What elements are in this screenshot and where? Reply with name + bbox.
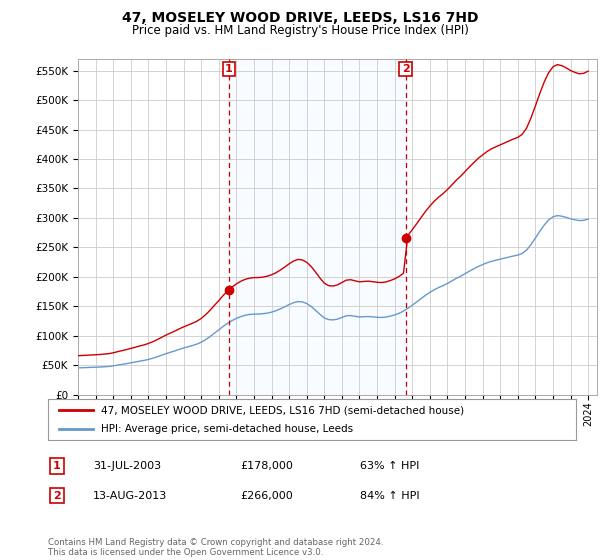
Text: 31-JUL-2003: 31-JUL-2003 xyxy=(93,461,161,471)
Text: £266,000: £266,000 xyxy=(240,491,293,501)
Text: 2: 2 xyxy=(53,491,61,501)
Text: 47, MOSELEY WOOD DRIVE, LEEDS, LS16 7HD (semi-detached house): 47, MOSELEY WOOD DRIVE, LEEDS, LS16 7HD … xyxy=(101,405,464,415)
Text: 63% ↑ HPI: 63% ↑ HPI xyxy=(360,461,419,471)
Text: 84% ↑ HPI: 84% ↑ HPI xyxy=(360,491,419,501)
Bar xyxy=(229,59,406,395)
Text: HPI: Average price, semi-detached house, Leeds: HPI: Average price, semi-detached house,… xyxy=(101,424,353,433)
Text: 47, MOSELEY WOOD DRIVE, LEEDS, LS16 7HD: 47, MOSELEY WOOD DRIVE, LEEDS, LS16 7HD xyxy=(122,11,478,25)
Text: Contains HM Land Registry data © Crown copyright and database right 2024.
This d: Contains HM Land Registry data © Crown c… xyxy=(48,538,383,557)
Text: £178,000: £178,000 xyxy=(240,461,293,471)
Text: 13-AUG-2013: 13-AUG-2013 xyxy=(93,491,167,501)
Text: 1: 1 xyxy=(225,64,233,74)
Text: 1: 1 xyxy=(53,461,61,471)
Text: Price paid vs. HM Land Registry's House Price Index (HPI): Price paid vs. HM Land Registry's House … xyxy=(131,24,469,36)
Text: 2: 2 xyxy=(402,64,409,74)
